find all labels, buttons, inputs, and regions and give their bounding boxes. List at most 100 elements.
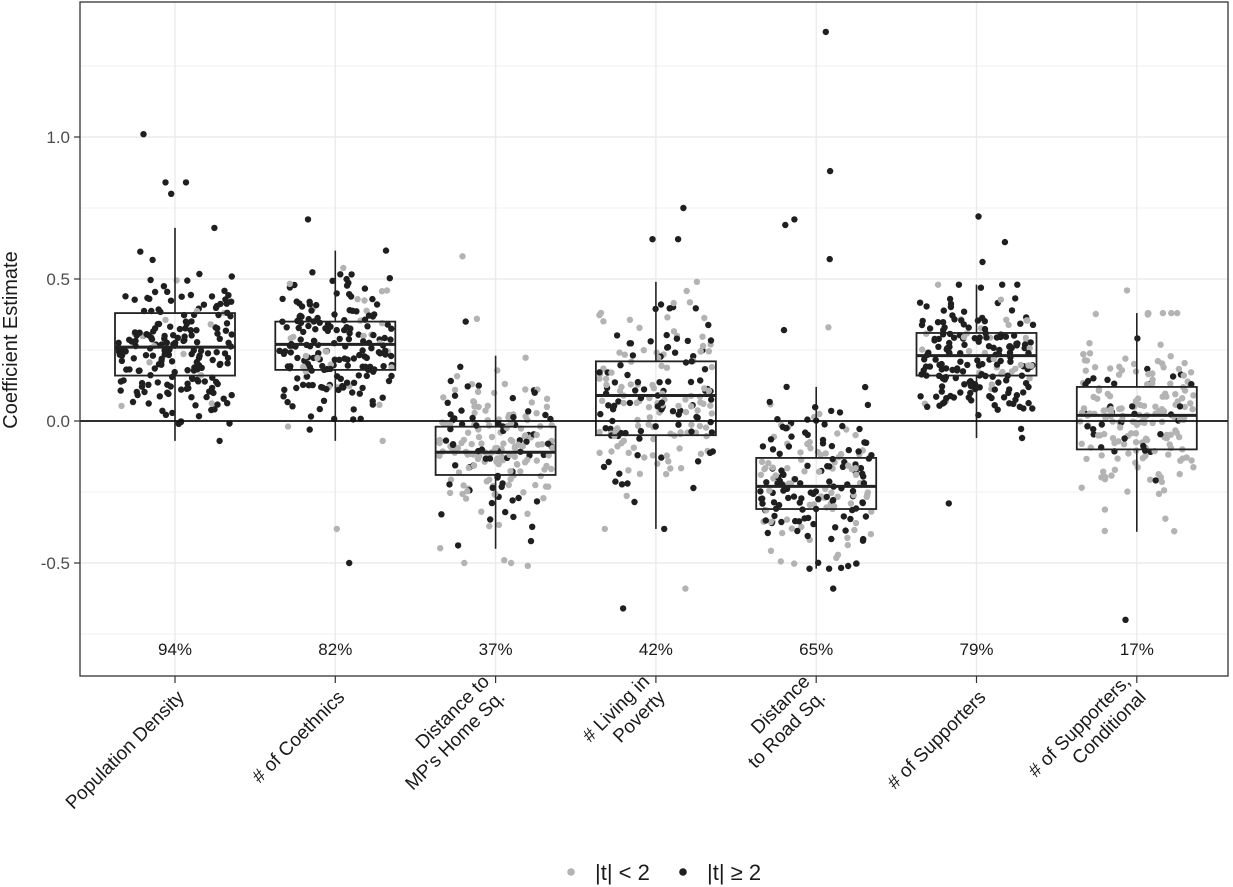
x-tick-label-line: Population Density <box>62 687 189 814</box>
data-point <box>828 489 835 496</box>
data-point <box>996 346 1003 354</box>
data-point <box>828 442 836 450</box>
data-point <box>828 407 835 415</box>
data-point <box>665 378 672 385</box>
data-point <box>453 373 461 380</box>
y-axis: -0.5 0.0 0.5 1.0 <box>41 128 80 573</box>
data-point <box>775 501 783 509</box>
data-point <box>228 273 235 280</box>
data-point <box>1122 355 1129 362</box>
data-point <box>699 342 707 350</box>
data-point <box>135 367 142 374</box>
data-point <box>1128 430 1135 437</box>
data-point <box>444 399 451 406</box>
data-point <box>634 378 642 386</box>
data-point <box>847 515 854 523</box>
data-point <box>201 378 208 385</box>
data-point <box>1187 369 1195 376</box>
data-point <box>770 499 778 506</box>
data-point <box>1134 464 1141 471</box>
data-point <box>816 410 823 418</box>
data-point <box>147 276 154 284</box>
data-point <box>763 479 770 486</box>
data-point <box>486 523 493 530</box>
data-point <box>801 468 808 475</box>
data-point <box>151 325 159 332</box>
data-point <box>1090 393 1097 401</box>
data-point <box>959 368 967 375</box>
data-point <box>503 424 510 432</box>
data-point <box>625 449 632 456</box>
data-point <box>941 324 948 331</box>
data-point <box>458 439 465 447</box>
data-point <box>1006 343 1013 350</box>
data-point <box>859 537 867 544</box>
data-point <box>165 351 172 358</box>
data-point <box>543 395 551 402</box>
data-point <box>839 422 846 430</box>
x-tick-label: Population Density <box>62 687 189 814</box>
data-point <box>1120 441 1128 448</box>
data-point <box>349 307 356 314</box>
data-point <box>174 334 181 341</box>
data-point <box>779 529 786 537</box>
data-point <box>864 491 871 498</box>
outlier-point <box>979 258 986 266</box>
data-point <box>1098 421 1106 428</box>
data-point <box>758 458 766 465</box>
data-point <box>620 437 627 444</box>
data-point <box>1008 368 1016 375</box>
data-point <box>819 440 827 447</box>
data-point <box>815 468 823 475</box>
data-point <box>825 565 833 572</box>
data-point <box>541 466 548 473</box>
data-point <box>981 318 988 325</box>
outlier-point <box>182 179 190 186</box>
data-point <box>483 478 490 485</box>
data-point <box>182 318 190 325</box>
data-point <box>597 410 604 418</box>
data-point <box>1114 455 1121 462</box>
data-point <box>941 376 948 383</box>
percent-label: 37% <box>479 640 513 659</box>
data-point <box>224 360 231 367</box>
data-point <box>522 432 529 439</box>
data-point <box>596 449 603 456</box>
data-point <box>864 401 872 409</box>
data-point <box>693 413 700 421</box>
data-point <box>1188 457 1195 464</box>
data-point <box>505 481 512 489</box>
outlier-point <box>168 190 175 197</box>
data-point <box>385 377 393 385</box>
outlier-point <box>501 557 508 564</box>
data-point <box>343 379 351 386</box>
data-point <box>647 338 654 345</box>
data-point <box>686 299 694 306</box>
data-point <box>1095 384 1103 392</box>
data-point <box>694 458 702 465</box>
data-point <box>531 389 538 396</box>
data-point <box>933 393 940 400</box>
data-point <box>767 547 775 554</box>
data-point <box>118 352 126 359</box>
data-point <box>364 323 371 330</box>
data-point <box>148 334 155 341</box>
percent-label: 65% <box>799 640 833 659</box>
data-point <box>487 516 494 523</box>
data-point <box>1167 353 1174 360</box>
data-point <box>788 525 795 532</box>
data-point <box>452 462 459 469</box>
data-point <box>369 295 376 303</box>
data-point <box>602 425 609 432</box>
data-point <box>960 308 968 315</box>
data-point <box>340 264 347 272</box>
data-point <box>224 400 231 407</box>
data-point <box>350 406 357 413</box>
data-point <box>1180 372 1188 379</box>
data-point <box>616 470 623 477</box>
data-point <box>692 305 699 312</box>
outlier-point <box>649 236 656 243</box>
data-point <box>489 484 496 491</box>
data-point <box>465 464 472 472</box>
